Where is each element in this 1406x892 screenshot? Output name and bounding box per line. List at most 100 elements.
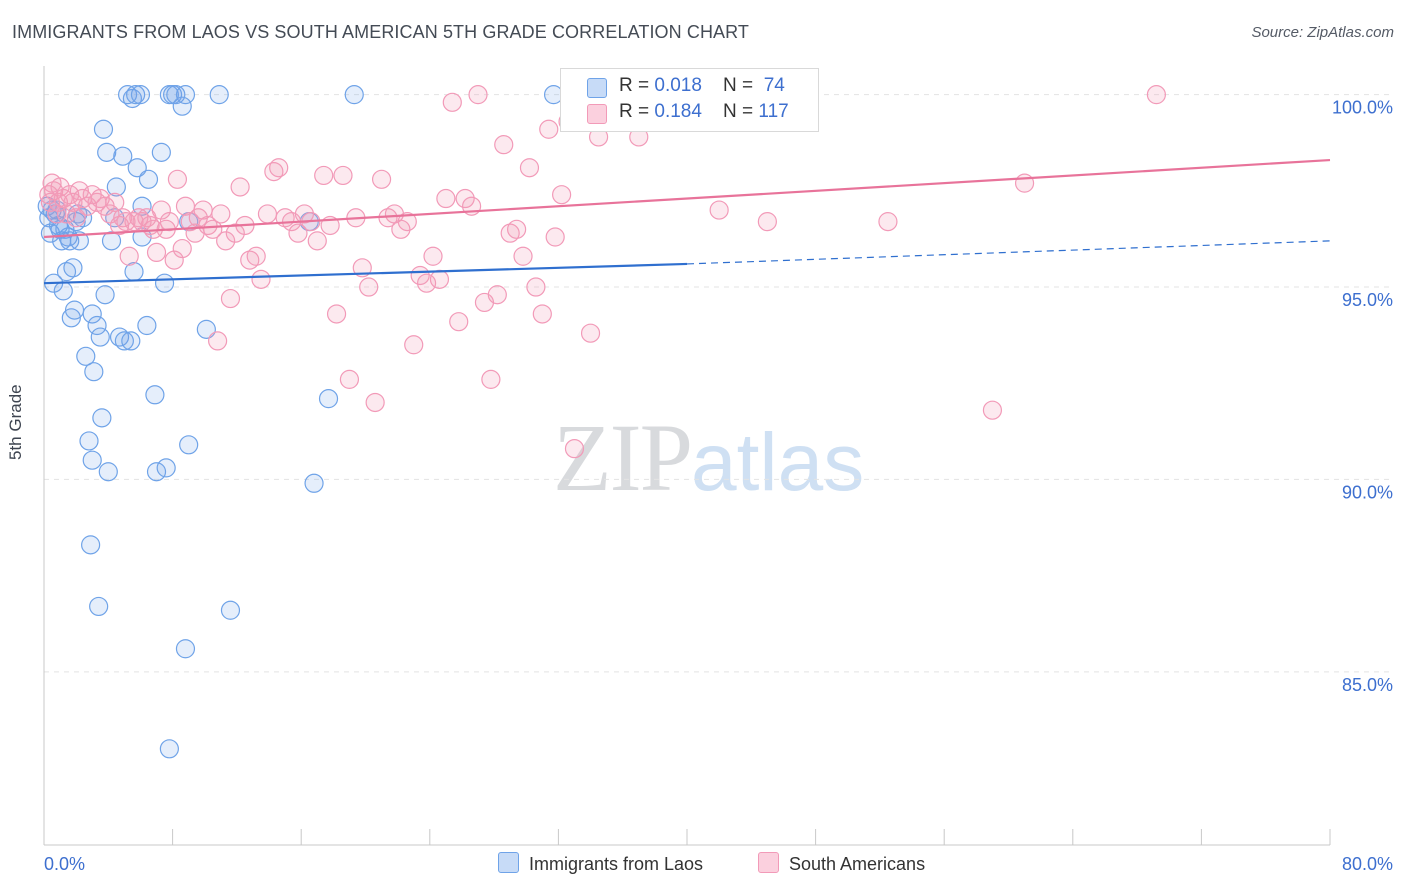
point-pink-75 xyxy=(391,219,411,239)
point-blue-67 xyxy=(196,319,216,339)
stats-text-pink: R = 0.184 N = 117 xyxy=(619,101,789,123)
point-blue-73 xyxy=(344,85,364,105)
point-pink-112 xyxy=(878,212,898,232)
point-pink-95 xyxy=(519,158,540,178)
point-pink-102 xyxy=(564,439,585,459)
legend-item-laos[interactable]: Immigrants from Laos xyxy=(498,852,703,875)
point-pink-45 xyxy=(211,204,231,224)
point-pink-62 xyxy=(307,231,327,251)
point-pink-48 xyxy=(225,223,245,243)
y-tick-label-2: 90.0% xyxy=(1342,482,1393,502)
legend-label-laos: Immigrants from Laos xyxy=(529,854,704,874)
series-legend: Immigrants from Laos South Americans xyxy=(0,852,1406,878)
point-pink-1 xyxy=(40,192,61,212)
point-pink-65 xyxy=(326,304,347,324)
point-blue-38 xyxy=(106,177,126,197)
point-pink-66 xyxy=(333,165,353,186)
point-pink-82 xyxy=(436,188,456,209)
point-blue-62 xyxy=(172,96,192,116)
point-blue-30 xyxy=(90,327,110,347)
point-pink-43 xyxy=(203,219,223,239)
point-blue-48 xyxy=(130,85,151,105)
point-blue-25 xyxy=(82,450,102,470)
blue-swatch xyxy=(587,78,607,98)
point-blue-49 xyxy=(132,196,152,216)
n-value-pink: 117 xyxy=(758,101,789,122)
point-blue-31 xyxy=(92,408,112,428)
point-blue-10 xyxy=(53,281,73,301)
n-label: N = xyxy=(723,101,759,122)
point-pink-110 xyxy=(709,200,729,220)
point-pink-87 xyxy=(468,85,488,105)
point-blue-64 xyxy=(175,639,196,659)
point-pink-67 xyxy=(339,369,360,389)
point-blue-20 xyxy=(69,231,89,251)
point-blue-65 xyxy=(179,435,199,455)
point-blue-22 xyxy=(76,346,96,366)
n-label: N = xyxy=(723,75,759,96)
legend-item-south-americans[interactable]: South Americans xyxy=(758,852,925,875)
point-pink-69 xyxy=(352,258,372,278)
point-pink-84 xyxy=(449,312,469,332)
trend-line-pink xyxy=(43,158,1331,239)
point-blue-36 xyxy=(101,231,122,251)
source-label: Source: ZipAtlas.com xyxy=(1251,24,1394,41)
point-pink-56 xyxy=(269,158,289,178)
point-pink-44 xyxy=(208,331,228,351)
point-pink-83 xyxy=(442,92,462,112)
trend-line-extension-blue xyxy=(686,240,1331,265)
point-blue-28 xyxy=(87,315,107,336)
point-pink-22 xyxy=(116,212,136,232)
point-pink-9 xyxy=(63,192,83,212)
point-blue-61 xyxy=(166,85,186,105)
point-pink-100 xyxy=(552,185,572,205)
point-blue-59 xyxy=(159,739,179,759)
point-pink-90 xyxy=(487,285,507,305)
trend-lines xyxy=(43,158,1331,285)
point-blue-55 xyxy=(151,142,171,162)
point-blue-51 xyxy=(137,315,157,336)
point-pink-81 xyxy=(429,269,450,289)
x-tick-label-0: 0.0% xyxy=(44,854,85,874)
legend-label-south-americans: South Americans xyxy=(789,854,926,874)
point-pink-53 xyxy=(251,269,271,289)
point-blue-46 xyxy=(126,85,146,105)
point-pink-35 xyxy=(167,169,188,189)
point-blue-26 xyxy=(82,304,102,324)
trend-line-blue xyxy=(43,262,688,285)
y-tick-label-1: 95.0% xyxy=(1342,290,1393,310)
point-pink-85 xyxy=(455,188,475,209)
point-pink-98 xyxy=(539,119,559,139)
point-blue-54 xyxy=(146,462,167,482)
point-blue-33 xyxy=(95,285,115,305)
point-blue-63 xyxy=(175,85,196,105)
point-pink-10 xyxy=(66,208,86,228)
point-pink-23 xyxy=(119,246,139,266)
point-pink-104 xyxy=(580,323,601,343)
point-pink-52 xyxy=(246,246,266,266)
point-pink-8 xyxy=(60,185,80,205)
point-pink-47 xyxy=(220,288,241,309)
point-pink-99 xyxy=(545,227,565,247)
point-pink-36 xyxy=(172,238,192,259)
point-blue-47 xyxy=(127,158,147,178)
chart-title: IMMIGRANTS FROM LAOS VS SOUTH AMERICAN 5… xyxy=(12,22,750,42)
point-pink-79 xyxy=(416,273,437,293)
tick-labels: 100.0% 95.0% 90.0% 85.0% 0.0% 80.0% xyxy=(44,98,1393,874)
point-pink-7 xyxy=(56,204,77,224)
point-pink-70 xyxy=(359,277,379,297)
point-pink-89 xyxy=(481,369,501,389)
point-pink-11 xyxy=(69,181,89,201)
point-pink-113 xyxy=(982,400,1003,420)
watermark-atlas: atlas xyxy=(691,417,865,508)
point-blue-68 xyxy=(209,85,229,105)
r-value-blue: 0.018 xyxy=(654,75,702,96)
r-label: R = xyxy=(619,75,655,96)
point-pink-71 xyxy=(365,392,385,413)
point-pink-115 xyxy=(1146,85,1166,105)
point-pink-97 xyxy=(532,304,552,324)
r-value-pink: 0.184 xyxy=(654,101,702,122)
point-blue-43 xyxy=(121,331,141,351)
point-pink-80 xyxy=(423,246,443,266)
point-blue-72 xyxy=(318,389,339,409)
